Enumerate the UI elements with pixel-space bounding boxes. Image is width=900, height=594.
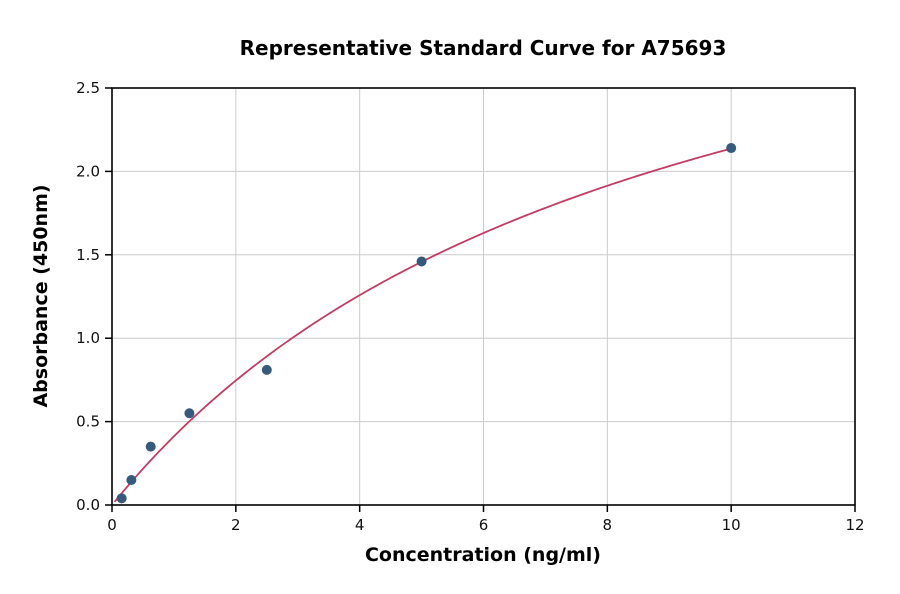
y-axis-label: Absorbance (450nm) (30, 184, 52, 407)
data-point (416, 256, 427, 267)
y-tick-label: 0.5 (76, 413, 100, 431)
fit-curve (114, 147, 733, 503)
plot-border (111, 87, 856, 506)
y-tick-label: 1.5 (76, 246, 100, 264)
data-point (116, 493, 127, 504)
x-tick-label: 12 (845, 516, 864, 534)
x-tick-label: 4 (355, 516, 365, 534)
x-tick-label: 6 (479, 516, 489, 534)
data-point (184, 408, 195, 419)
x-tick-label: 0 (107, 516, 117, 534)
data-point (261, 364, 272, 375)
x-tick-label: 10 (722, 516, 741, 534)
y-tick-label: 2.0 (76, 162, 100, 180)
y-tick-label: 2.5 (76, 79, 100, 97)
y-tick-label: 0.0 (76, 496, 100, 514)
data-point (126, 474, 137, 485)
plot-render-layer: 0 2 4 6 8 10 12 0.0 0.5 1.0 1.5 2.0 2.5 (76, 79, 864, 534)
x-tick-label: 2 (231, 516, 241, 534)
x-axis-label: Concentration (ng/ml) (365, 544, 601, 566)
data-point (145, 441, 156, 452)
x-tick-label: 8 (603, 516, 613, 534)
chart-title: Representative Standard Curve for A75693 (240, 36, 727, 60)
y-tick-label: 1.0 (76, 329, 100, 347)
data-point (726, 143, 737, 154)
